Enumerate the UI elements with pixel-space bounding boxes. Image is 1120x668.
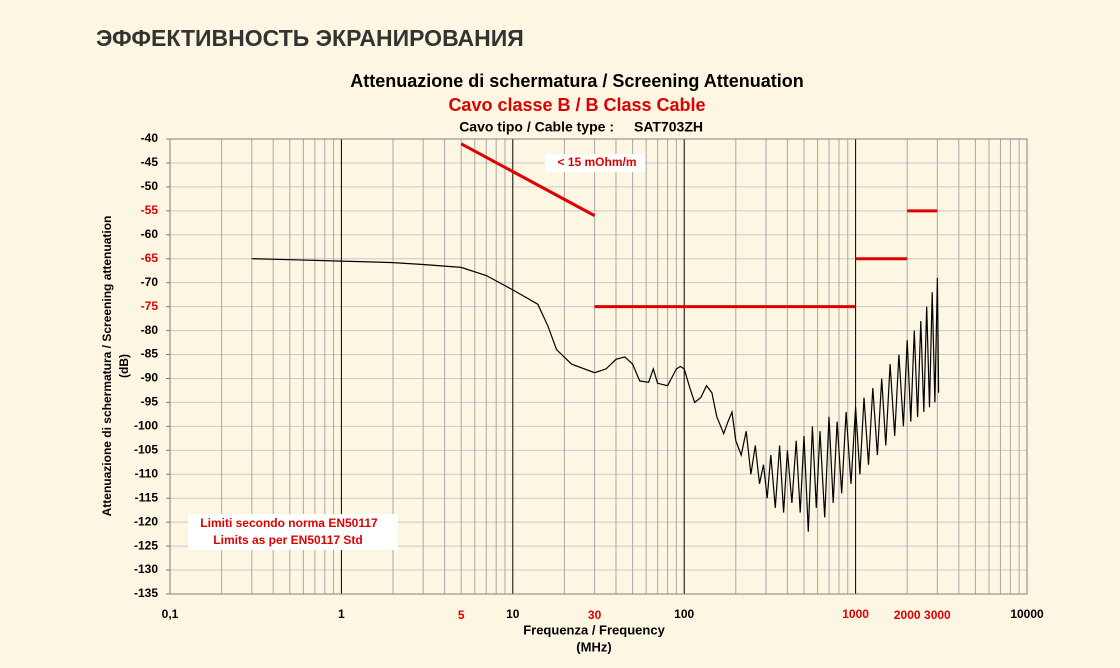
limit-tick-label: 2000 xyxy=(894,608,921,622)
limit-tick-label: 30 xyxy=(588,608,602,622)
x-tick-label: 1000 xyxy=(842,607,869,621)
annotation: Limits as per EN50117 Std xyxy=(213,533,362,547)
x-tick-label: 0,1 xyxy=(162,607,179,621)
y-tick-label: -70 xyxy=(141,275,159,289)
y-tick-label: -60 xyxy=(141,227,159,241)
chart-subtitle: Cavo classe B / B Class Cable xyxy=(448,95,705,115)
y-tick-label: -45 xyxy=(141,155,159,169)
y-tick-label: -90 xyxy=(141,371,159,385)
y-tick-label: -120 xyxy=(134,514,158,528)
y-tick-label: -65 xyxy=(141,251,159,265)
plot-border xyxy=(169,138,1028,595)
y-tick-label: -75 xyxy=(141,299,159,313)
y-tick-label: -115 xyxy=(135,490,159,504)
annotation: Limiti secondo norma EN50117 xyxy=(200,516,378,530)
page-title: ЭФФЕКТИВНОСТЬ ЭКРАНИРОВАНИЯ xyxy=(96,25,524,51)
y-tick-label: -50 xyxy=(141,179,159,193)
y-tick-label: -80 xyxy=(141,323,159,337)
y-tick-label: -125 xyxy=(134,538,158,552)
limit-tick-label: 3000 xyxy=(924,608,951,622)
x-tick-label: 1 xyxy=(338,607,345,621)
y-tick-label: -110 xyxy=(135,466,159,480)
annotation: < 15 mOhm/m xyxy=(557,155,636,169)
limit-tick-label: 5 xyxy=(458,608,465,622)
x-tick-label: 100 xyxy=(674,607,694,621)
y-axis-label: Attenuazione di schermatura / Screening … xyxy=(100,216,114,517)
chart-title: Attenuazione di schermatura / Screening … xyxy=(350,71,803,91)
y-tick-label: -55 xyxy=(141,203,159,217)
y-axis-unit: (dB) xyxy=(117,354,131,378)
y-tick-label: -95 xyxy=(141,395,159,409)
x-tick-label: 10 xyxy=(506,607,520,621)
limit-line xyxy=(460,142,596,217)
y-tick-label: -130 xyxy=(134,562,158,576)
y-tick-label: -40 xyxy=(141,131,159,145)
x-axis-label: Frequenza / Frequency xyxy=(523,622,665,637)
x-tick-label: 10000 xyxy=(1010,607,1044,621)
x-axis-unit: (MHz) xyxy=(576,639,611,654)
y-tick-label: -105 xyxy=(134,442,158,456)
y-tick-label: -100 xyxy=(134,419,158,433)
data-line xyxy=(251,258,940,532)
annotation-box xyxy=(188,514,398,550)
cable-type: SAT703ZH xyxy=(634,119,703,135)
annotation-box xyxy=(545,154,645,172)
y-tick-label: -85 xyxy=(141,347,159,361)
cable-label: Cavo tipo / Cable type : xyxy=(459,119,614,135)
y-tick-label: -135 xyxy=(134,586,158,600)
